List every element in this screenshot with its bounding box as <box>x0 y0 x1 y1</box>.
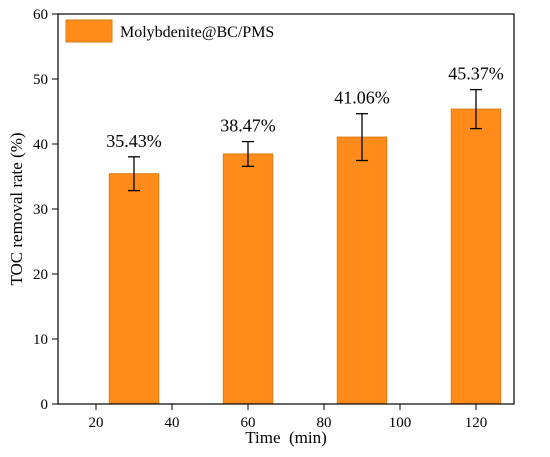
x-axis-ticks: 20 40 60 80 100 120 <box>89 404 488 431</box>
bar-60 <box>222 153 274 405</box>
x-axis-title: Time (min) <box>245 428 327 447</box>
data-labels-layer: 35.43% 38.47% 41.06% 45.37% <box>106 64 504 151</box>
y-tick-label-0: 0 <box>41 397 49 413</box>
x-tick-label-20: 20 <box>89 415 104 431</box>
y-tick-label-40: 40 <box>33 137 48 153</box>
y-tick-label-60: 60 <box>33 7 48 23</box>
legend-label: Molybdenite@BC/PMS <box>120 24 274 41</box>
y-tick-label-20: 20 <box>33 267 48 283</box>
data-label-30: 35.43% <box>106 131 162 151</box>
x-tick-label-80: 80 <box>317 415 332 431</box>
bar-90 <box>336 136 388 405</box>
legend-swatch <box>65 19 113 43</box>
x-tick-label-120: 120 <box>465 415 488 431</box>
y-axis-ticks: 0 10 20 30 40 50 60 <box>33 7 58 413</box>
y-tick-label-10: 10 <box>33 332 48 348</box>
y-tick-label-50: 50 <box>33 72 48 88</box>
legend: Molybdenite@BC/PMS <box>65 19 274 43</box>
x-tick-label-60: 60 <box>241 415 256 431</box>
bars-layer <box>108 108 502 405</box>
x-tick-label-40: 40 <box>165 415 180 431</box>
error-bars-layer <box>128 88 482 192</box>
data-label-120: 45.37% <box>448 64 504 84</box>
bar-30 <box>108 173 160 405</box>
x-tick-label-100: 100 <box>389 415 412 431</box>
y-tick-label-30: 30 <box>33 202 48 218</box>
y-axis-title: TOC removal rate (%) <box>7 132 26 285</box>
data-label-60: 38.47% <box>220 116 276 136</box>
data-label-90: 41.06% <box>334 88 390 108</box>
bar-120 <box>450 108 502 405</box>
